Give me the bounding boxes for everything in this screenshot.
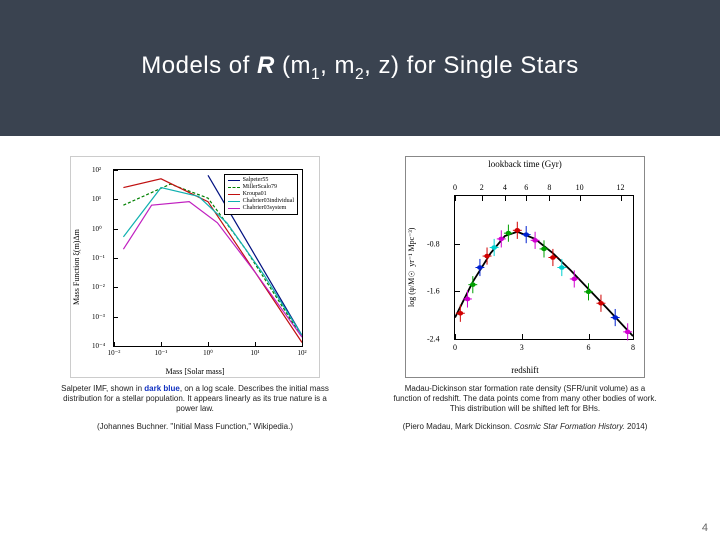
sfr-credit-b: 2014): [625, 422, 648, 431]
sfr-top-label: lookback time (Gyr): [406, 159, 644, 169]
imf-caption-a: Salpeter IMF, shown in: [61, 384, 144, 393]
sub-1: 1: [311, 66, 320, 83]
left-column: Mass Function ξ(m)Δm Mass [Solar mass] S…: [45, 156, 345, 431]
imf-plot-frame: Mass Function ξ(m)Δm Mass [Solar mass] S…: [70, 156, 320, 378]
imf-caption-darkblue: dark blue: [144, 384, 180, 393]
title-args-open: (m: [275, 52, 311, 79]
page-number: 4: [702, 522, 708, 534]
sfr-caption: Madau-Dickinson star formation rate dens…: [390, 384, 660, 414]
title-rate-symbol: R: [257, 52, 275, 79]
title-text-prefix: Models of: [141, 52, 257, 79]
right-column: lookback time (Gyr) log (ψ/M☉ yr⁻¹ Mpc⁻³…: [375, 156, 675, 431]
slide: Models of R (m1, m2, z) for Single Stars…: [0, 0, 720, 540]
sfr-credit-a: (Piero Madau, Mark Dickinson.: [403, 422, 515, 431]
imf-caption: Salpeter IMF, shown in dark blue, on a l…: [60, 384, 330, 414]
sub-2: 2: [355, 66, 364, 83]
content-row: Mass Function ξ(m)Δm Mass [Solar mass] S…: [0, 136, 720, 431]
sfr-xlabel: redshift: [406, 365, 644, 375]
sfr-credit-italic: Cosmic Star Formation History.: [514, 422, 625, 431]
sfr-svg: [455, 196, 633, 339]
imf-legend: Salpeter55MillerScalo79Kroupa01Chabrier0…: [224, 174, 298, 215]
sfr-plot-area: 0368-2.4-1.6-0.8024681012: [454, 195, 634, 340]
sfr-credit: (Piero Madau, Mark Dickinson. Cosmic Sta…: [403, 422, 648, 431]
imf-credit: (Johannes Buchner. "Initial Mass Functio…: [97, 422, 293, 431]
imf-ylabel: Mass Function ξ(m)Δm: [72, 157, 84, 377]
imf-xlabel: Mass [Solar mass]: [71, 367, 319, 376]
title-args-mid: , m: [320, 52, 355, 79]
title-bar: Models of R (m1, m2, z) for Single Stars: [0, 0, 720, 136]
imf-plot-area: Salpeter55MillerScalo79Kroupa01Chabrier0…: [113, 169, 303, 347]
slide-title: Models of R (m1, m2, z) for Single Stars: [141, 52, 579, 84]
title-args-z: , z) for Single Stars: [364, 52, 579, 79]
sfr-ylabel: log (ψ/M☉ yr⁻¹ Mpc⁻³): [407, 177, 421, 357]
sfr-plot-frame: lookback time (Gyr) log (ψ/M☉ yr⁻¹ Mpc⁻³…: [405, 156, 645, 378]
